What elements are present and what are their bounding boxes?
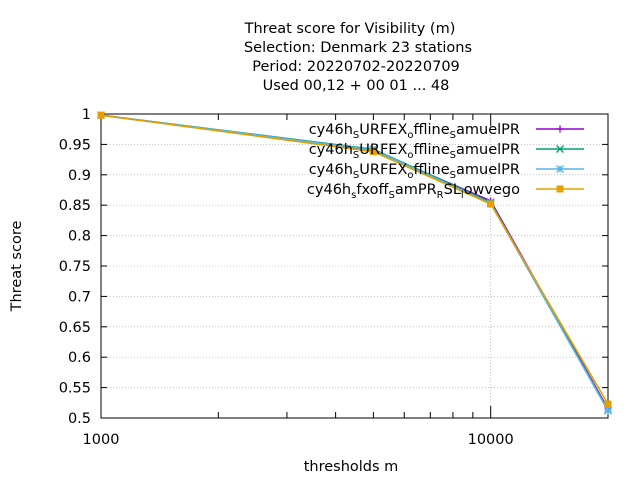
legend-marker-3 [556, 165, 564, 173]
title-line-2: Selection: Denmark 23 stations [244, 40, 472, 56]
legend-marker-2 [556, 145, 564, 153]
legend-label-1: cy46hSURFEXofflineSamuelPR [309, 122, 520, 141]
series-4-point [369, 148, 377, 156]
legend-label-4: cy46hsfxoffSamPRRSLlowvego [307, 182, 520, 201]
series-3-point [604, 406, 612, 415]
legend-label-part: SL [444, 182, 461, 198]
marker-stroke [369, 148, 377, 156]
title-line-4: Used 00,12 + 00 01 ... 48 [263, 78, 450, 94]
y-tick-label: 0.6 [68, 350, 91, 366]
marker-stroke [556, 145, 564, 153]
legend: cy46hSURFEXofflineSamuelPRcy46hSURFEXoff… [307, 122, 584, 201]
legend-label-part: owvego [464, 182, 520, 198]
y-tick-label: 0.85 [59, 198, 91, 214]
x-tick-label: 1000 [83, 432, 120, 448]
legend-label-part: cy46h [309, 122, 353, 138]
y-tick-label: 0.8 [68, 229, 91, 245]
legend-marker-4 [556, 185, 564, 193]
legend-label-part: ffline [414, 162, 450, 178]
x-tick-label: 10000 [468, 432, 514, 448]
legend-label-part: cy46h [307, 182, 351, 198]
x-axis-label: thresholds m [304, 459, 399, 475]
legend-label-part: s [351, 190, 356, 201]
grid-lines [101, 114, 608, 418]
legend-label-part: S [450, 150, 456, 161]
y-tick-label: 0.55 [59, 381, 91, 397]
legend-label-part: URFEX [359, 162, 407, 178]
legend-label-part: amPR [395, 182, 437, 198]
legend-label-part: ffline [414, 142, 450, 158]
data-series [97, 111, 612, 415]
marker-stroke [97, 111, 105, 119]
legend-label-part: cy46h [309, 162, 353, 178]
x-axis-ticks: 1000 10000 [83, 114, 514, 448]
y-axis-ticks: 0.5 0.55 0.6 0.65 0.7 0.75 0.8 0.85 0.9 0.95 1 [59, 107, 608, 427]
legend-label-part: o [407, 170, 413, 181]
chart-title: Threat score for Visibility (m) Selectio… [244, 21, 472, 94]
legend-label-part: o [407, 130, 413, 141]
legend-label-part: cy46h [309, 142, 353, 158]
y-tick-label: 0.95 [59, 137, 91, 153]
legend-label-part: o [407, 150, 413, 161]
series-4-point [97, 111, 105, 119]
legend-label-part: S [353, 130, 359, 141]
legend-label-part: R [437, 190, 444, 201]
legend-label-part: amuelPR [456, 122, 520, 138]
y-tick-label: 0.65 [59, 320, 91, 336]
y-tick-label: 0.7 [68, 289, 91, 305]
marker-stroke [604, 406, 612, 415]
series-4-point [604, 400, 612, 408]
legend-label-part: S [450, 130, 456, 141]
legend-label-part: URFEX [359, 122, 407, 138]
legend-label-2: cy46hSURFEXofflineSamuelPR [309, 142, 520, 161]
legend-label-part: amuelPR [456, 162, 520, 178]
series-4-line [100, 114, 609, 405]
legend-label-3: cy46hSURFEXofflineSamuelPR [309, 162, 520, 181]
legend-label-part: S [388, 190, 394, 201]
marker-stroke [604, 400, 612, 408]
y-axis-label: Threat score [9, 221, 25, 313]
y-tick-label: 0.9 [68, 168, 91, 184]
series-4-point [487, 200, 495, 208]
legend-label-part: ffline [414, 122, 450, 138]
legend-label-part: amuelPR [456, 142, 520, 158]
series-3-line [100, 114, 609, 412]
legend-label-part: S [450, 170, 456, 181]
legend-marker-1 [556, 125, 564, 133]
title-line-3: Period: 20220702-20220709 [252, 59, 460, 75]
marker-stroke [487, 200, 495, 208]
legend-label-part: fxoff [356, 182, 389, 198]
y-tick-label: 0.75 [59, 259, 91, 275]
legend-label-part: S [353, 170, 359, 181]
legend-label-part: l [461, 190, 464, 201]
y-tick-label: 0.5 [68, 411, 91, 427]
legend-label-part: URFEX [359, 142, 407, 158]
marker-stroke [556, 185, 564, 193]
marker-stroke [556, 165, 564, 173]
title-line-1: Threat score for Visibility (m) [244, 21, 456, 37]
y-tick-label: 1 [82, 107, 91, 123]
legend-label-part: S [353, 150, 359, 161]
